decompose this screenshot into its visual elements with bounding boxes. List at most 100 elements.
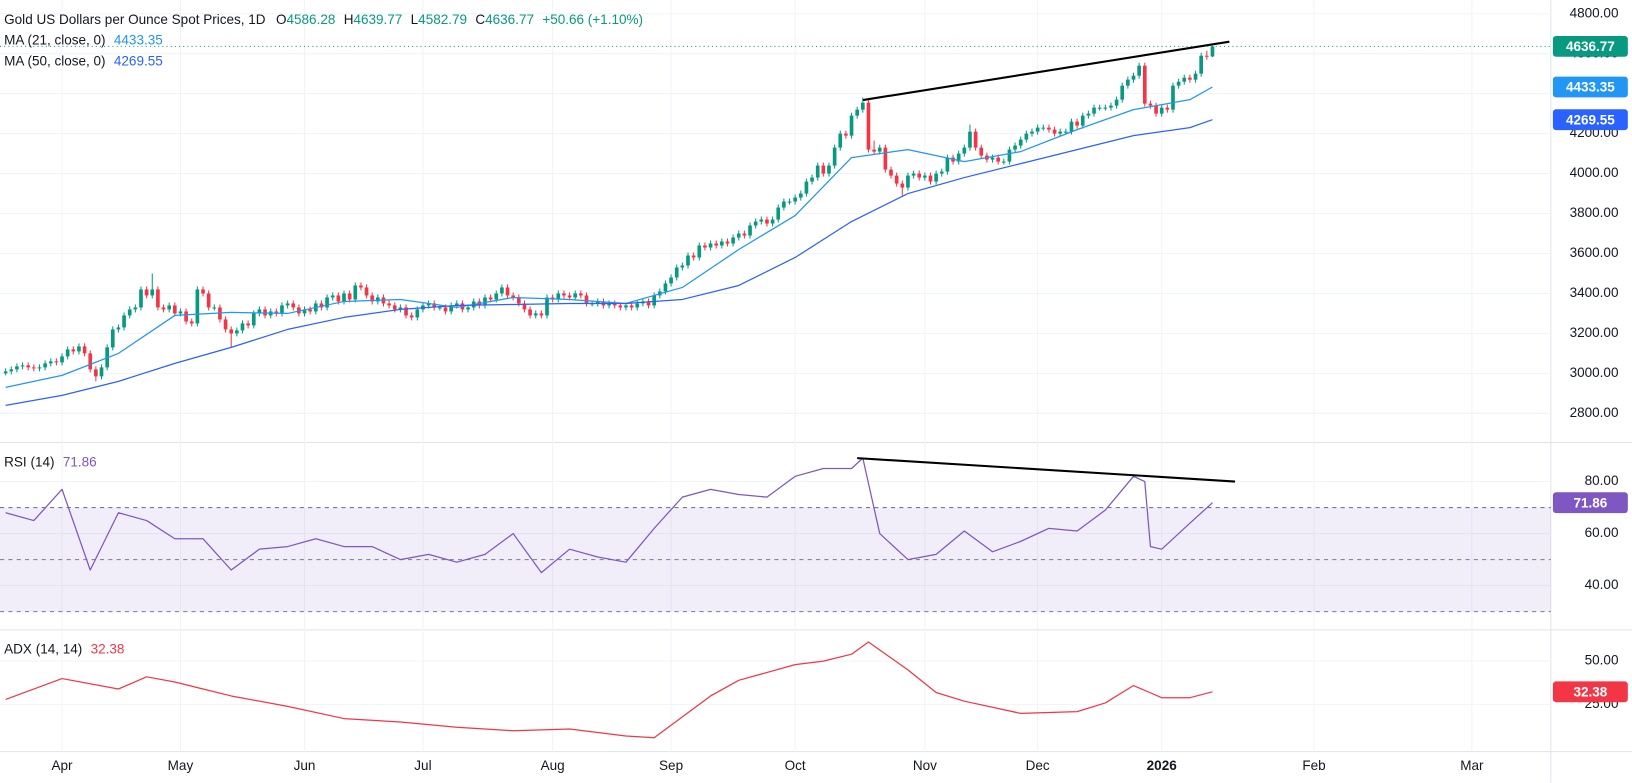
legend-name: RSI (14)	[4, 454, 54, 469]
legend-value: 71.86	[63, 454, 97, 469]
candle-body	[48, 361, 53, 364]
candle-body	[240, 323, 245, 331]
price-badge-label: 71.86	[1573, 495, 1607, 510]
candle-body	[291, 303, 296, 308]
candle-body	[579, 293, 583, 296]
candle-body	[996, 157, 1000, 162]
candle-body	[928, 175, 933, 182]
indicator-line	[5, 641, 1213, 739]
candle-body	[906, 175, 910, 188]
candle-body	[336, 295, 341, 302]
candle-body	[488, 297, 493, 300]
candle-body	[37, 367, 42, 369]
ma-line	[5, 119, 1213, 406]
trendline	[862, 40, 1230, 102]
x-tick-label: Nov	[913, 758, 937, 773]
candle-body	[82, 346, 87, 354]
candle-body	[595, 301, 600, 304]
candle-body	[432, 303, 437, 308]
candle-body	[1024, 133, 1029, 140]
price-badge-label: 4636.77	[1566, 39, 1615, 54]
legend-value: 4433.35	[114, 32, 163, 47]
candle-body	[562, 293, 566, 296]
x-tick-label: May	[168, 758, 194, 773]
candle-body	[855, 109, 860, 116]
candle-body	[359, 285, 363, 288]
x-tick-label: Oct	[785, 758, 806, 773]
candle-body	[522, 303, 527, 310]
candle-body	[860, 102, 865, 110]
candle-body	[15, 366, 19, 370]
x-tick-label: Mar	[1460, 758, 1484, 773]
candle-body	[533, 313, 538, 316]
candle-body	[483, 297, 487, 306]
candle-body	[133, 307, 138, 310]
candle-body	[342, 293, 346, 302]
candle-body	[956, 153, 961, 162]
candle-body	[1204, 55, 1209, 57]
candle-body	[567, 295, 572, 298]
candle-body	[528, 309, 532, 316]
legend-name: MA (21, close, 0)	[4, 32, 105, 47]
x-tick-label: Aug	[541, 758, 565, 773]
candle-body	[443, 307, 448, 312]
candle-body	[872, 149, 876, 152]
candle-body	[347, 293, 352, 300]
candle-body	[866, 102, 871, 150]
candle-body	[229, 329, 234, 334]
candle-body	[9, 369, 14, 372]
candle-body	[624, 305, 628, 308]
candle-body	[759, 219, 764, 222]
candle-body	[939, 171, 944, 174]
candle-body	[810, 177, 814, 182]
candle-body	[686, 255, 690, 266]
y-tick-label: 2800.00	[1570, 405, 1619, 420]
candle-body	[584, 295, 589, 304]
candle-body	[353, 285, 358, 300]
candle-body	[968, 131, 972, 148]
candle-body	[1114, 99, 1119, 106]
candle-body	[235, 330, 239, 334]
candle-body	[110, 329, 115, 348]
candle-body	[494, 293, 499, 300]
candle-body	[1210, 46, 1215, 57]
candle-body	[156, 289, 160, 308]
candle-body	[646, 301, 651, 306]
candle-body	[116, 327, 121, 330]
candle-body	[714, 243, 719, 246]
candle-body	[742, 233, 747, 236]
candle-body	[1131, 75, 1136, 80]
candle-body	[849, 115, 854, 136]
candle-body	[280, 305, 284, 314]
y-tick-label: 4800.00	[1570, 5, 1619, 20]
y-tick-label: 40.00	[1585, 577, 1619, 592]
candle-body	[883, 147, 888, 170]
candle-body	[1007, 149, 1012, 162]
candle-body	[674, 267, 679, 278]
candle-body	[201, 289, 205, 294]
candle-body	[370, 295, 375, 302]
x-tick-label: Feb	[1302, 758, 1325, 773]
candle-body	[776, 207, 781, 220]
candle-body	[1159, 107, 1164, 114]
candle-body	[189, 321, 194, 324]
candle-body	[319, 303, 324, 308]
candle-body	[539, 313, 544, 316]
candle-body	[1137, 65, 1141, 76]
candle-body	[691, 255, 696, 258]
candle-body	[466, 307, 470, 310]
candle-body	[629, 305, 634, 308]
candle-body	[1041, 127, 1046, 129]
candle-body	[827, 165, 831, 174]
candle-body	[894, 175, 899, 184]
candle-body	[1126, 79, 1130, 86]
y-tick-label: 3200.00	[1570, 325, 1619, 340]
candle-body	[127, 309, 132, 316]
candle-body	[618, 305, 623, 308]
ohlc-value: 4582.79	[418, 12, 467, 27]
ohlc-value: 4586.28	[287, 12, 336, 27]
price-badge	[1552, 681, 1628, 703]
candle-body	[945, 157, 950, 172]
candle-body	[43, 363, 47, 368]
